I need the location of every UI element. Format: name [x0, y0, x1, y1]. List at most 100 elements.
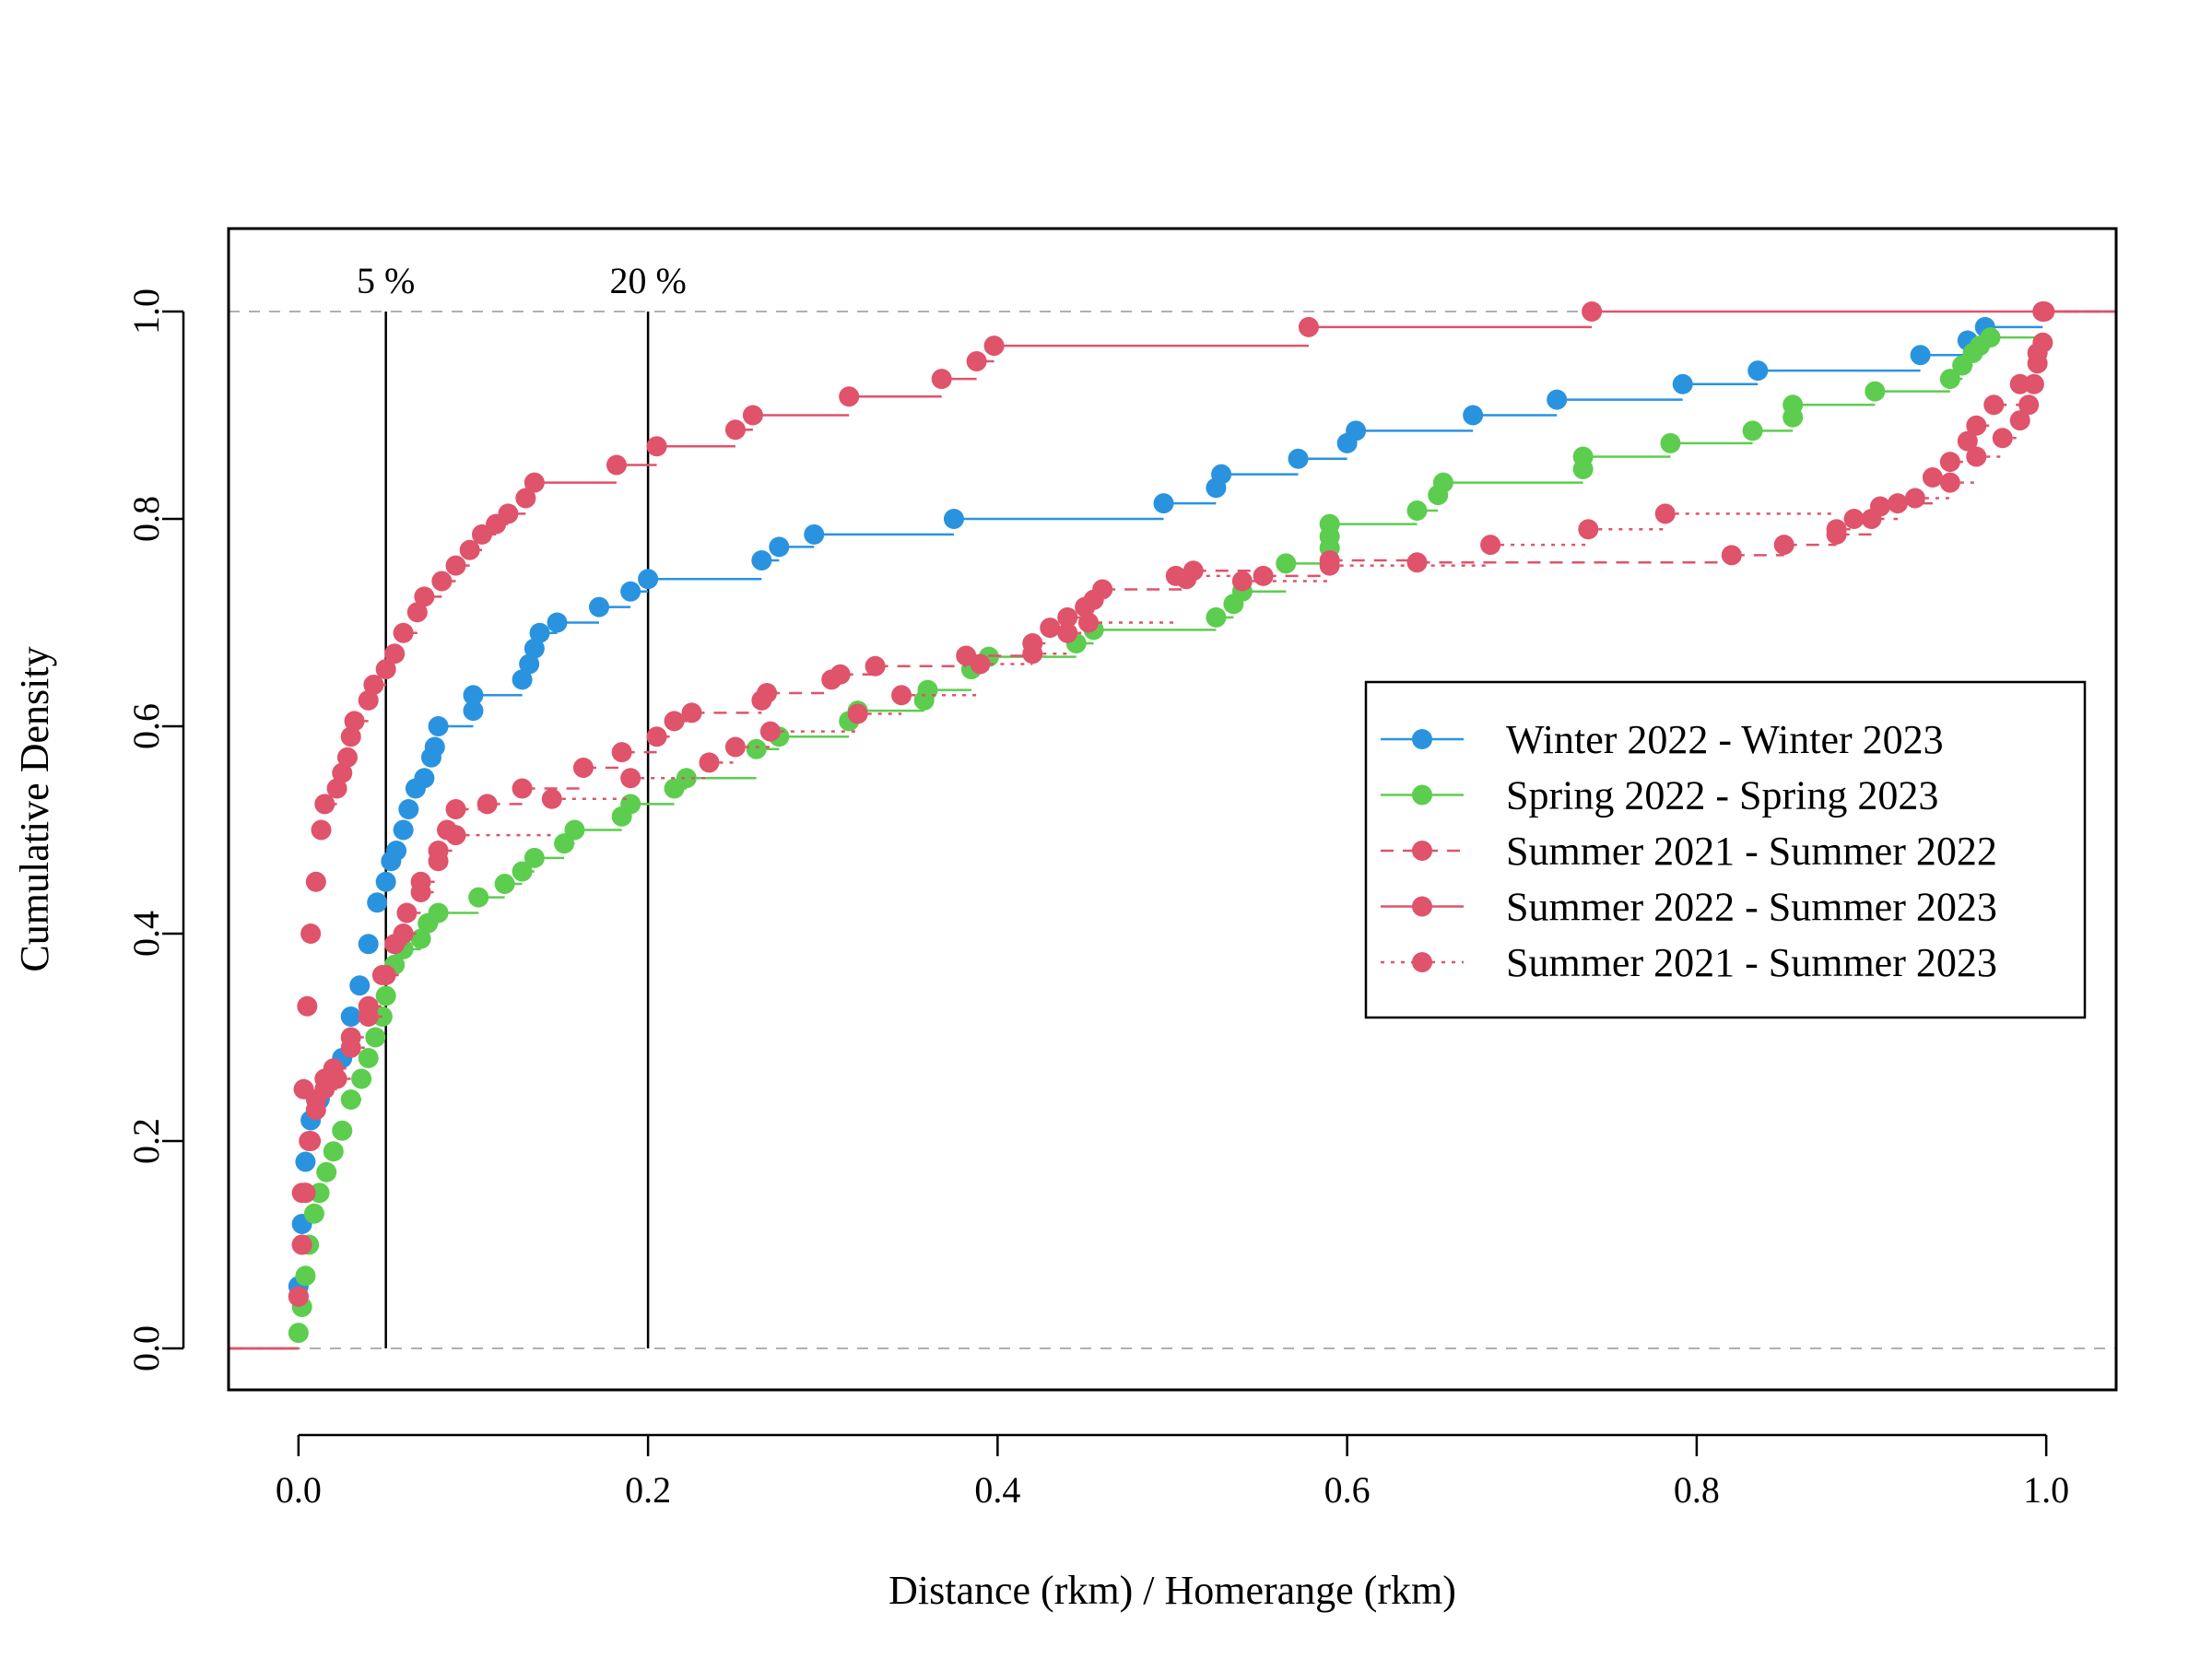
series-4-point-38 — [1992, 428, 2013, 449]
series-4-point-26 — [1165, 565, 1186, 586]
series-3-point-20 — [431, 571, 453, 592]
series-1-point-35 — [917, 679, 938, 700]
series-2-point-15 — [477, 794, 498, 815]
legend-marker-3 — [1412, 896, 1432, 917]
series-3-point-28 — [606, 454, 627, 476]
series-4-point-4 — [305, 1100, 326, 1121]
series-0-point-27 — [547, 612, 568, 633]
series-2-point-33 — [1092, 579, 1113, 600]
series-4-point-32 — [1826, 519, 1847, 540]
series-3-point-35 — [983, 335, 1005, 357]
series-1-point-13 — [371, 1006, 393, 1027]
series-2-point-17 — [572, 758, 594, 778]
series-4-point-9 — [371, 965, 393, 985]
series-4-point-27 — [1231, 571, 1253, 592]
series-3-point-29 — [646, 436, 667, 457]
series-1-point-11 — [358, 1048, 379, 1068]
series-0-point-9 — [358, 934, 379, 955]
series-3 — [229, 301, 2116, 1350]
series-1 — [229, 301, 2116, 1350]
series-1-point-22 — [512, 861, 533, 882]
series-2-point-16 — [512, 778, 533, 799]
series-0-point-26 — [529, 622, 550, 643]
series-2-point-20 — [664, 711, 685, 732]
legend-marker-4 — [1412, 952, 1432, 972]
y-tick-label-3: 0.6 — [125, 703, 167, 749]
series-3-point-23 — [471, 524, 492, 545]
percent-marker-lines: 5 % 20 % — [357, 260, 687, 1348]
series-2-point-38 — [1406, 552, 1428, 573]
series-0-point-40 — [1346, 420, 1367, 441]
reference-lines — [229, 311, 2116, 1349]
series-1-point-0 — [288, 1323, 309, 1344]
series-0-point-31 — [751, 550, 772, 571]
series-4-point-24 — [1057, 622, 1078, 643]
series-3-point-8 — [326, 778, 347, 799]
series-1-point-47 — [1406, 500, 1428, 521]
series-0-point-25 — [524, 638, 545, 659]
series-0-point-34 — [943, 509, 964, 529]
series-1-point-5 — [309, 1182, 330, 1204]
series-1-point-6 — [316, 1161, 337, 1182]
series-4-point-14 — [445, 825, 466, 846]
series-3-point-22 — [459, 539, 480, 560]
series-3-point-15 — [375, 659, 396, 680]
series-1-point-29 — [676, 768, 697, 789]
series-4-point-36 — [1939, 472, 1960, 493]
series-4-point-37 — [1966, 446, 1987, 467]
series-0-point-10 — [367, 892, 388, 913]
series-4-point-8 — [358, 1006, 379, 1027]
series-0-point-38 — [1288, 448, 1309, 469]
series-1-point-27 — [620, 794, 641, 815]
legend-marker-0 — [1412, 729, 1432, 749]
series-4-point-16 — [620, 768, 641, 789]
series-1-point-14 — [375, 985, 396, 1006]
series-3-point-3 — [297, 995, 318, 1017]
series-2-point-23 — [757, 683, 778, 703]
x-tick-label-2: 0.4 — [974, 1469, 1020, 1511]
series-4-point-35 — [1904, 488, 1925, 509]
series-0-point-17 — [414, 768, 435, 789]
series-4-point-10 — [384, 934, 406, 955]
series-3-point-37 — [1582, 301, 1603, 322]
series-3-point-13 — [358, 689, 379, 711]
x-axis-title: Distance (rkm) / Homerange (rkm) — [888, 1568, 1456, 1613]
series-4-point-31 — [1654, 503, 1676, 524]
series-0-point-19 — [424, 736, 445, 758]
series-3-point-9 — [332, 762, 353, 783]
legend-label-0: Winter 2022 - Winter 2023 — [1506, 717, 1944, 762]
series-2-point-46 — [1957, 430, 1978, 452]
series-3-point-5 — [305, 871, 326, 892]
legend-label-2: Summer 2021 - Summer 2022 — [1506, 829, 1997, 874]
series-3-point-36 — [1298, 316, 1319, 337]
series-3-point-34 — [966, 351, 987, 371]
series-2-point-25 — [830, 664, 851, 685]
series-2-point-40 — [1773, 535, 1794, 556]
series-0-point-42 — [1547, 389, 1568, 410]
plot-frame — [227, 227, 2118, 1392]
series-4-point-41 — [2023, 373, 2044, 394]
x-tick-label-0: 0.0 — [276, 1469, 322, 1511]
legend-label-3: Summer 2022 - Summer 2023 — [1506, 885, 1997, 930]
series-2-point-39 — [1721, 545, 1742, 566]
series-0-point-2 — [295, 1151, 316, 1172]
marker-label-0: 5 % — [357, 260, 415, 301]
series-4-point-25 — [1077, 612, 1099, 633]
series-1-point-8 — [332, 1120, 353, 1141]
series-0-point-15 — [398, 799, 419, 819]
series-layer — [229, 301, 2116, 1350]
series-0-point-11 — [375, 871, 396, 892]
series-1-point-55 — [1783, 394, 1804, 416]
series-1-point-25 — [564, 819, 585, 841]
series-2-point-29 — [1040, 618, 1061, 639]
series-4-point-22 — [970, 653, 991, 675]
series-0-point-28 — [589, 596, 610, 618]
legend-marker-2 — [1412, 841, 1432, 861]
series-3-point-32 — [839, 386, 860, 407]
series-3-point-4 — [300, 924, 322, 944]
series-1-point-9 — [340, 1089, 361, 1110]
series-4 — [229, 301, 2116, 1350]
series-2-point-18 — [611, 742, 632, 763]
series-0-point-35 — [1153, 493, 1174, 514]
series-0-point-20 — [428, 716, 449, 736]
